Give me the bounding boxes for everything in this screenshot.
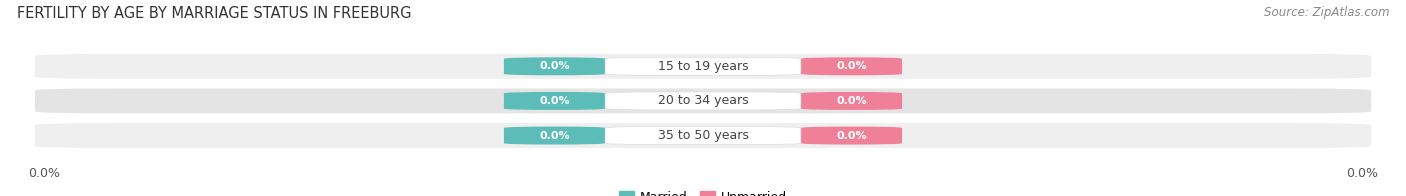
Text: 0.0%: 0.0% bbox=[540, 61, 569, 71]
Text: 20 to 34 years: 20 to 34 years bbox=[658, 94, 748, 107]
FancyBboxPatch shape bbox=[801, 57, 903, 75]
Text: 0.0%: 0.0% bbox=[837, 96, 866, 106]
FancyBboxPatch shape bbox=[503, 127, 605, 145]
Text: 15 to 19 years: 15 to 19 years bbox=[658, 60, 748, 73]
Legend: Married, Unmarried: Married, Unmarried bbox=[619, 191, 787, 196]
Text: 0.0%: 0.0% bbox=[540, 131, 569, 141]
FancyBboxPatch shape bbox=[605, 57, 801, 75]
Text: 0.0%: 0.0% bbox=[837, 61, 866, 71]
Text: 0.0%: 0.0% bbox=[1346, 167, 1378, 180]
Text: Source: ZipAtlas.com: Source: ZipAtlas.com bbox=[1264, 6, 1389, 19]
Text: 0.0%: 0.0% bbox=[837, 131, 866, 141]
Text: 0.0%: 0.0% bbox=[540, 96, 569, 106]
FancyBboxPatch shape bbox=[801, 92, 903, 110]
Text: 35 to 50 years: 35 to 50 years bbox=[658, 129, 748, 142]
FancyBboxPatch shape bbox=[605, 127, 801, 145]
Text: 0.0%: 0.0% bbox=[28, 167, 60, 180]
Text: FERTILITY BY AGE BY MARRIAGE STATUS IN FREEBURG: FERTILITY BY AGE BY MARRIAGE STATUS IN F… bbox=[17, 6, 412, 21]
FancyBboxPatch shape bbox=[35, 88, 1371, 113]
FancyBboxPatch shape bbox=[503, 57, 605, 75]
FancyBboxPatch shape bbox=[35, 123, 1371, 148]
FancyBboxPatch shape bbox=[35, 54, 1371, 79]
FancyBboxPatch shape bbox=[801, 127, 903, 145]
FancyBboxPatch shape bbox=[503, 92, 605, 110]
FancyBboxPatch shape bbox=[605, 92, 801, 110]
